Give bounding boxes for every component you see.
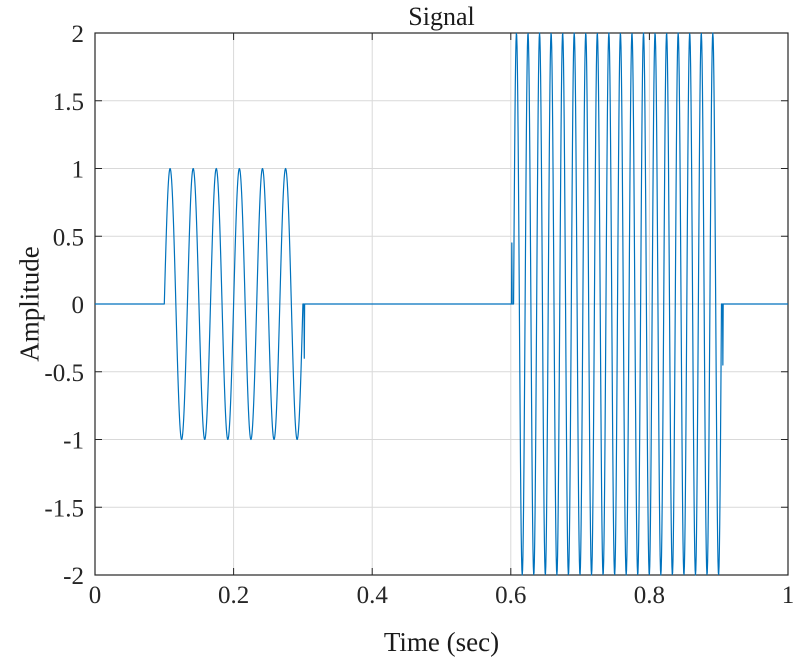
y-tick-label: 1.5 xyxy=(53,89,84,116)
y-axis-label: Amplitude xyxy=(14,246,45,362)
y-tick-label: 1 xyxy=(72,157,85,184)
y-tick-label: 2 xyxy=(72,21,85,48)
x-axis-label: Time (sec) xyxy=(383,627,500,657)
y-tick-label: 0 xyxy=(72,292,85,319)
y-tick-label: -1.5 xyxy=(44,495,84,522)
signal-line xyxy=(94,32,789,576)
x-tick-label: 0.8 xyxy=(634,582,665,609)
x-tick-label: 1 xyxy=(782,582,795,609)
y-tick-label: -0.5 xyxy=(44,360,84,387)
x-tick-label: 0.6 xyxy=(495,582,526,609)
x-tick-label: 0.4 xyxy=(357,582,389,609)
y-tick-label: -2 xyxy=(63,563,84,590)
x-tick-label: 0 xyxy=(89,582,102,609)
chart-title: Signal xyxy=(408,2,475,31)
x-tick-label: 0.2 xyxy=(218,582,249,609)
y-tick-label: -1 xyxy=(63,428,84,455)
y-tick-label: 0.5 xyxy=(53,224,84,251)
